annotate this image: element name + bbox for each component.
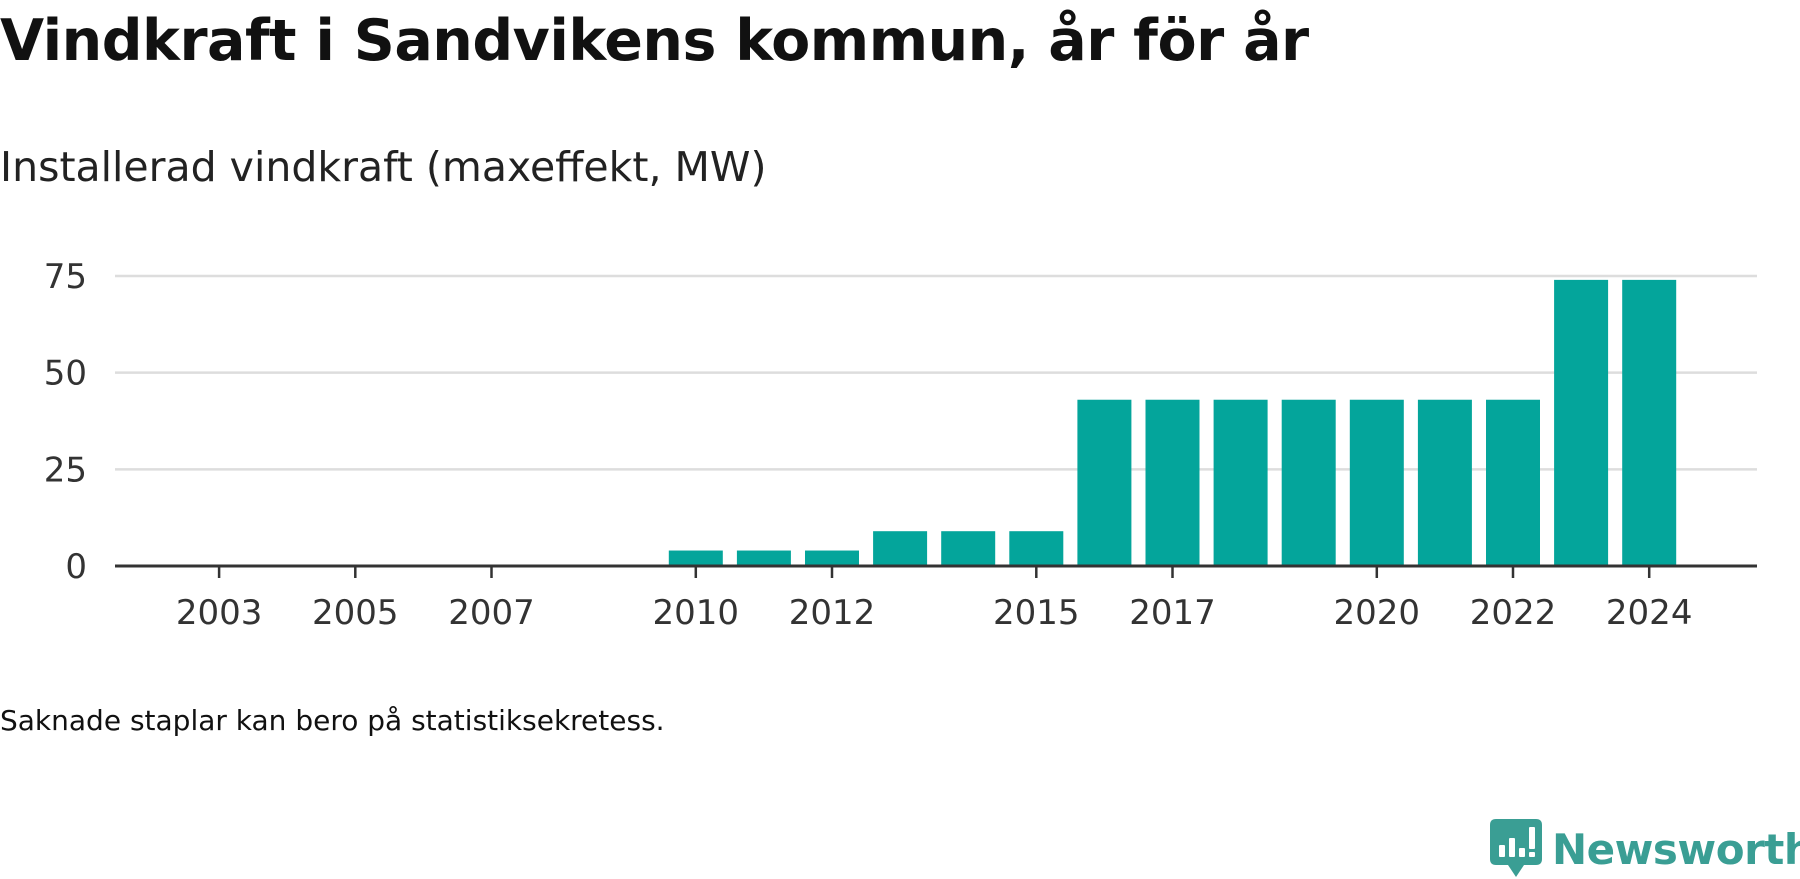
y-axis-ticks: 0 25 50 75 [44, 257, 87, 587]
x-tick-label: 2012 [789, 593, 876, 633]
bar-2014 [941, 531, 996, 566]
bar-2018 [1213, 399, 1268, 566]
gridlines [115, 274, 1757, 471]
brand-name: Newsworthy [1552, 824, 1800, 874]
brand: Newsworthy [1490, 818, 1800, 879]
y-tick-label: 25 [44, 450, 87, 490]
footnote: Saknade staplar kan bero på statistiksek… [0, 704, 665, 737]
x-tick-label: 2024 [1606, 593, 1693, 633]
x-tick-label: 2017 [1129, 593, 1216, 633]
bar-2013 [873, 531, 928, 566]
x-axis-ticks: 2003 2005 2007 2010 2012 2015 2017 2020 2022 2024 [176, 566, 1693, 633]
bar-2011 [736, 550, 791, 566]
bar-2024 [1622, 279, 1677, 566]
chart-subtitle: Installerad vindkraft (maxeffekt, MW) [0, 143, 767, 191]
bar-2019 [1281, 399, 1336, 566]
bar-2022 [1486, 399, 1540, 566]
bar-2020 [1349, 399, 1404, 566]
x-tick-label: 2007 [448, 593, 535, 633]
bar-2010 [668, 550, 723, 566]
x-tick-label: 2003 [176, 593, 263, 633]
newsworthy-logo-icon [1490, 819, 1542, 877]
x-tick-label: 2010 [653, 593, 740, 633]
x-tick-label: 2020 [1334, 593, 1421, 633]
bar-2016 [1077, 399, 1132, 566]
y-tick-label: 50 [44, 354, 87, 394]
bars [668, 279, 1677, 566]
chart-title: Vindkraft i Sandvikens kommun, år för år [0, 8, 1309, 74]
y-tick-label: 75 [44, 257, 87, 297]
bar-2012 [805, 550, 859, 566]
bar-chart: 2003 2005 2007 2010 2012 2015 2017 2020 2022 2024… [44, 257, 1757, 633]
x-tick-label: 2022 [1470, 593, 1557, 633]
x-tick-label: 2015 [993, 593, 1080, 633]
bar-2015 [1009, 531, 1064, 566]
y-tick-label: 0 [65, 547, 87, 587]
bar-2017 [1145, 399, 1200, 566]
bar-2023 [1554, 279, 1609, 566]
bar-2021 [1417, 399, 1472, 566]
x-tick-label: 2005 [312, 593, 399, 633]
